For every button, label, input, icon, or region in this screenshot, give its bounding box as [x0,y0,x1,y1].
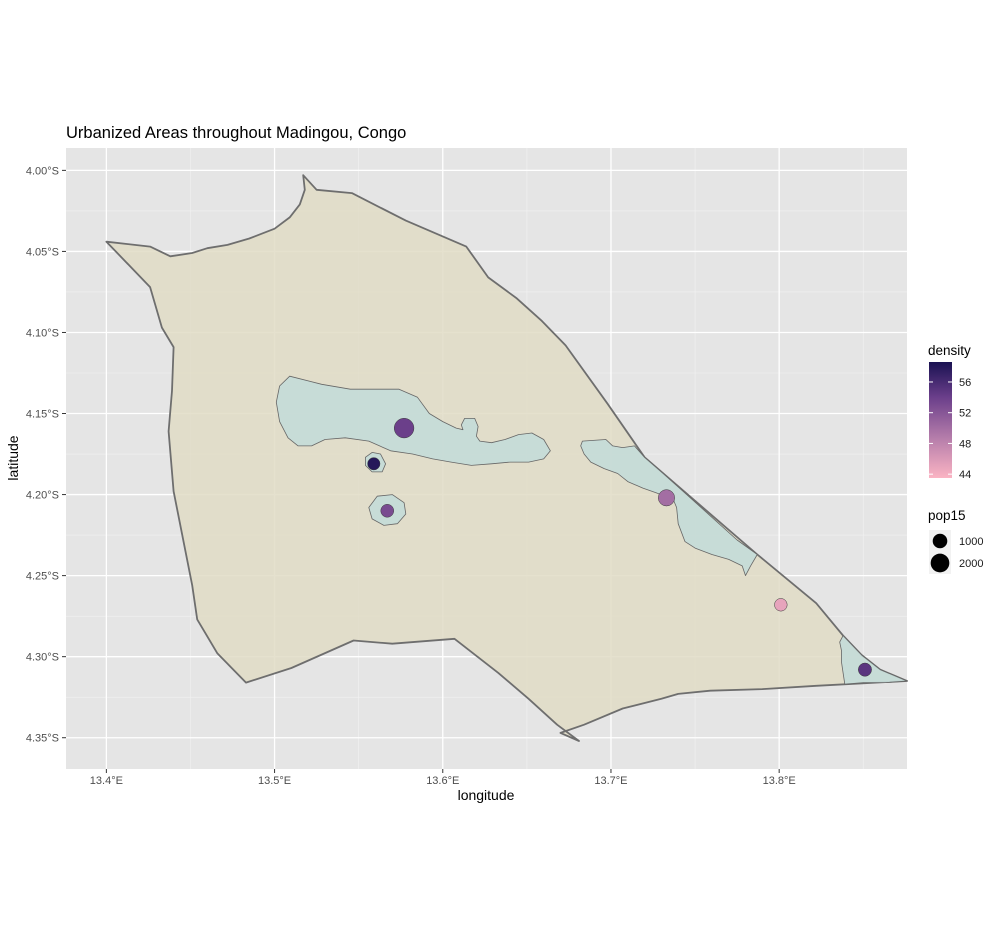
y-tick-label: 4.00°S [26,165,59,177]
x-tick-label: 13.4°E [90,775,123,787]
pop15-legend-title: pop15 [928,508,966,523]
y-tick-label: 4.35°S [26,733,59,745]
pop15-legend: pop15 1000 2000 [928,508,983,574]
y-tick-label: 4.10°S [26,327,59,339]
y-tick-label: 4.20°S [26,490,59,502]
urban-area-1 [275,375,551,466]
pop15-legend-keys: 1000 2000 [929,530,983,574]
x-tick-label: 13.7°E [594,775,627,787]
density-legend-title: density [928,343,971,358]
density-tick-label: 44 [959,469,971,481]
y-tick-label: 4.30°S [26,652,59,664]
density-colorbar [929,362,952,478]
x-axis-title: longitude [458,787,515,803]
density-legend-ticks: 56 52 48 44 [929,377,971,481]
settlement-point-4 [658,489,675,507]
density-legend: density 56 52 48 44 [928,343,971,481]
pop15-key-label: 1000 [959,536,983,548]
y-tick-label: 4.05°S [26,246,59,258]
y-axis-title: latitude [5,435,21,480]
settlement-point-3 [380,504,395,518]
pop15-key-symbol [932,533,948,549]
pop15-key-label: 2000 [959,558,983,570]
x-axis: 13.4°E 13.5°E 13.6°E 13.7°E 13.8°E [90,769,796,787]
density-tick-label: 52 [959,408,971,420]
x-tick-label: 13.5°E [258,775,291,787]
settlement-point-6 [858,662,872,677]
settlement-point-2 [367,457,381,471]
density-tick-label: 56 [959,377,971,389]
settlement-point-1 [393,418,415,439]
density-tick-label: 48 [959,438,971,450]
x-tick-label: 13.8°E [763,775,796,787]
y-axis: 4.00°S 4.05°S 4.10°S 4.15°S 4.20°S 4.25°S 4.30… [26,165,66,745]
y-tick-label: 4.15°S [26,409,59,421]
settlement-points-layer [367,418,872,677]
x-tick-label: 13.6°E [426,775,459,787]
urban-area-5 [839,635,908,685]
settlement-point-5 [774,598,788,612]
y-tick-label: 4.25°S [26,571,59,583]
urban-area-4 [580,439,758,576]
chart-title: Urbanized Areas throughout Madingou, Con… [66,124,406,142]
pop15-key-symbol [930,553,950,573]
